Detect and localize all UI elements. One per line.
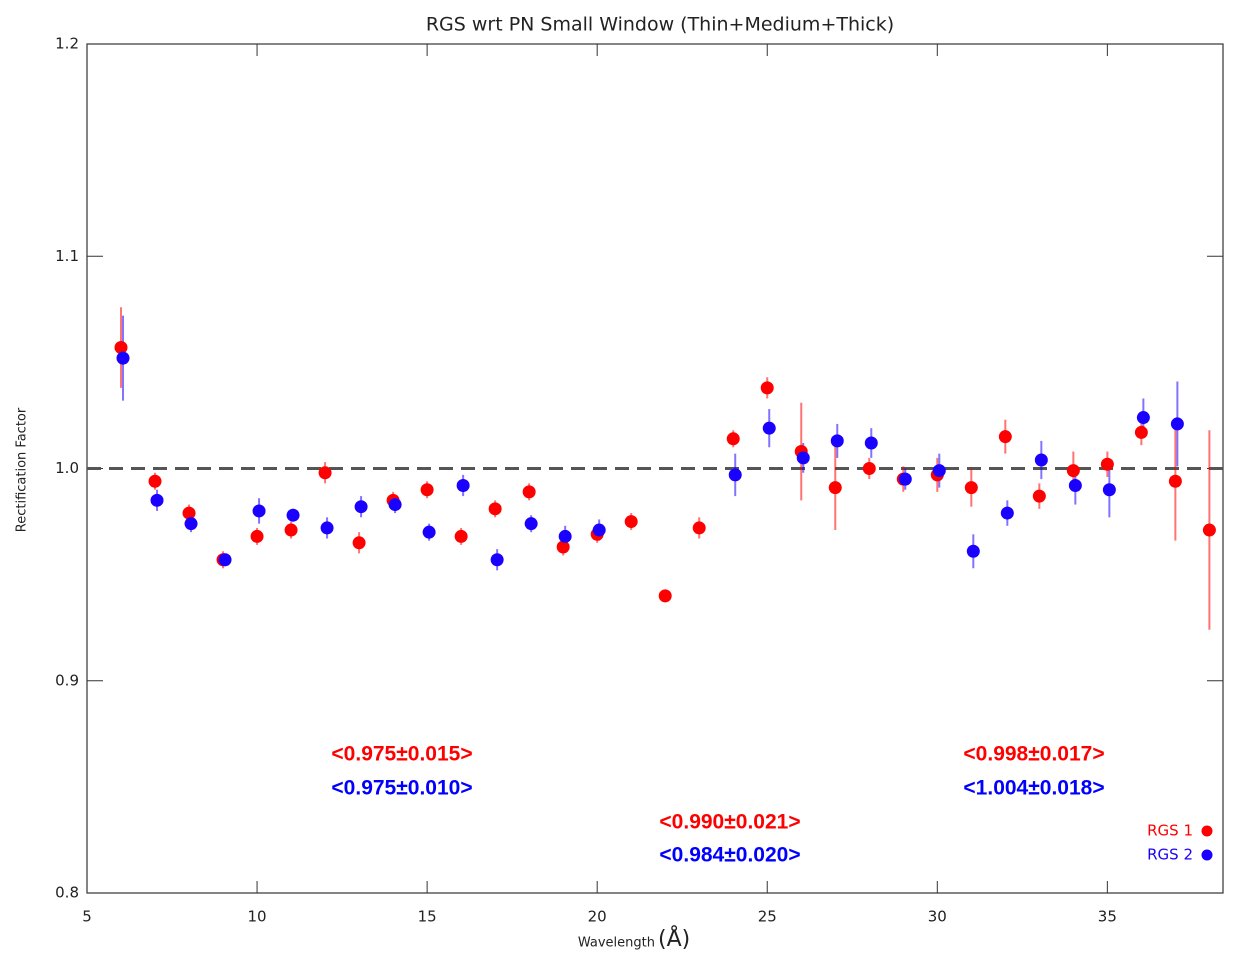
data-point [864, 436, 878, 450]
annotation: <0.975±0.010> [331, 777, 472, 800]
data-point [1202, 523, 1216, 537]
data-point [998, 430, 1012, 444]
plot-frame [86, 43, 1224, 894]
x-axis-unit: (Å) [658, 925, 690, 952]
x-axis-label: Wavelength [578, 936, 655, 951]
y-tick-label: 1.0 [55, 459, 79, 477]
x-tick-label: 30 [928, 908, 947, 926]
annotation: <0.998±0.017> [963, 743, 1104, 766]
y-tick-label: 0.9 [55, 671, 79, 689]
data-point [490, 553, 504, 567]
data-point [218, 553, 232, 567]
annotation: <0.975±0.015> [331, 743, 472, 766]
legend-marker [1201, 849, 1213, 861]
data-point [456, 478, 470, 492]
data-point [1000, 506, 1014, 520]
data-point [1068, 478, 1082, 492]
data-point [252, 504, 266, 518]
data-point [1066, 464, 1080, 478]
data-point [1168, 474, 1182, 488]
y-tick-label: 1.2 [55, 35, 79, 53]
data-point [556, 540, 570, 554]
data-point [658, 589, 672, 603]
data-point [488, 502, 502, 516]
data-point [760, 381, 774, 395]
x-tick-label: 10 [248, 908, 267, 926]
data-point [320, 521, 334, 535]
x-tick-label: 25 [758, 908, 777, 926]
legend-label: RGS 2 [1147, 846, 1193, 864]
legend-label: RGS 1 [1147, 822, 1193, 840]
data-point [862, 462, 876, 475]
data-point [150, 493, 164, 507]
y-axis-label: Rectification Factor [15, 407, 30, 532]
data-point [454, 529, 468, 543]
data-point [284, 523, 298, 537]
data-point [1136, 411, 1150, 425]
annotation: <1.004±0.018> [963, 777, 1104, 800]
data-point [592, 523, 606, 537]
data-point [966, 544, 980, 558]
data-point [726, 432, 740, 446]
data-point [1134, 425, 1148, 439]
data-point [148, 474, 162, 488]
data-point [762, 421, 776, 435]
data-point [420, 483, 434, 497]
x-tick-label: 20 [588, 908, 607, 926]
data-point [830, 434, 844, 448]
data-point [932, 464, 946, 478]
y-tick-label: 0.8 [55, 884, 79, 902]
data-point [522, 485, 536, 499]
data-point [1032, 489, 1046, 503]
data-point [1102, 483, 1116, 497]
data-point [286, 508, 300, 522]
data-point [352, 536, 366, 550]
data-point [898, 472, 912, 486]
data-point [184, 517, 198, 531]
data-point [524, 517, 538, 531]
data-point [114, 341, 128, 355]
data-point [388, 498, 402, 512]
data-point [318, 466, 332, 480]
data-point [558, 529, 572, 543]
x-tick-label: 15 [418, 908, 437, 926]
data-point [1170, 417, 1184, 431]
data-point [182, 506, 196, 520]
data-point [250, 529, 264, 543]
data-point [796, 451, 810, 465]
data-point [728, 468, 742, 482]
data-point [964, 481, 978, 495]
annotation: <0.990±0.021> [659, 811, 800, 834]
chart-title: RGS wrt PN Small Window (Thin+Medium+Thi… [426, 14, 894, 36]
x-tick-label: 35 [1098, 908, 1117, 926]
x-tick-label: 5 [82, 908, 92, 926]
data-point [828, 481, 842, 495]
data-point [692, 521, 706, 535]
annotation: <0.984±0.020> [659, 844, 800, 867]
data-point [1034, 453, 1048, 467]
legend-marker [1201, 825, 1213, 837]
data-point [422, 525, 436, 539]
data-point [354, 500, 368, 514]
y-tick-label: 1.1 [55, 247, 79, 265]
data-point [1100, 457, 1114, 471]
data-point [116, 351, 130, 365]
data-point [624, 515, 638, 529]
